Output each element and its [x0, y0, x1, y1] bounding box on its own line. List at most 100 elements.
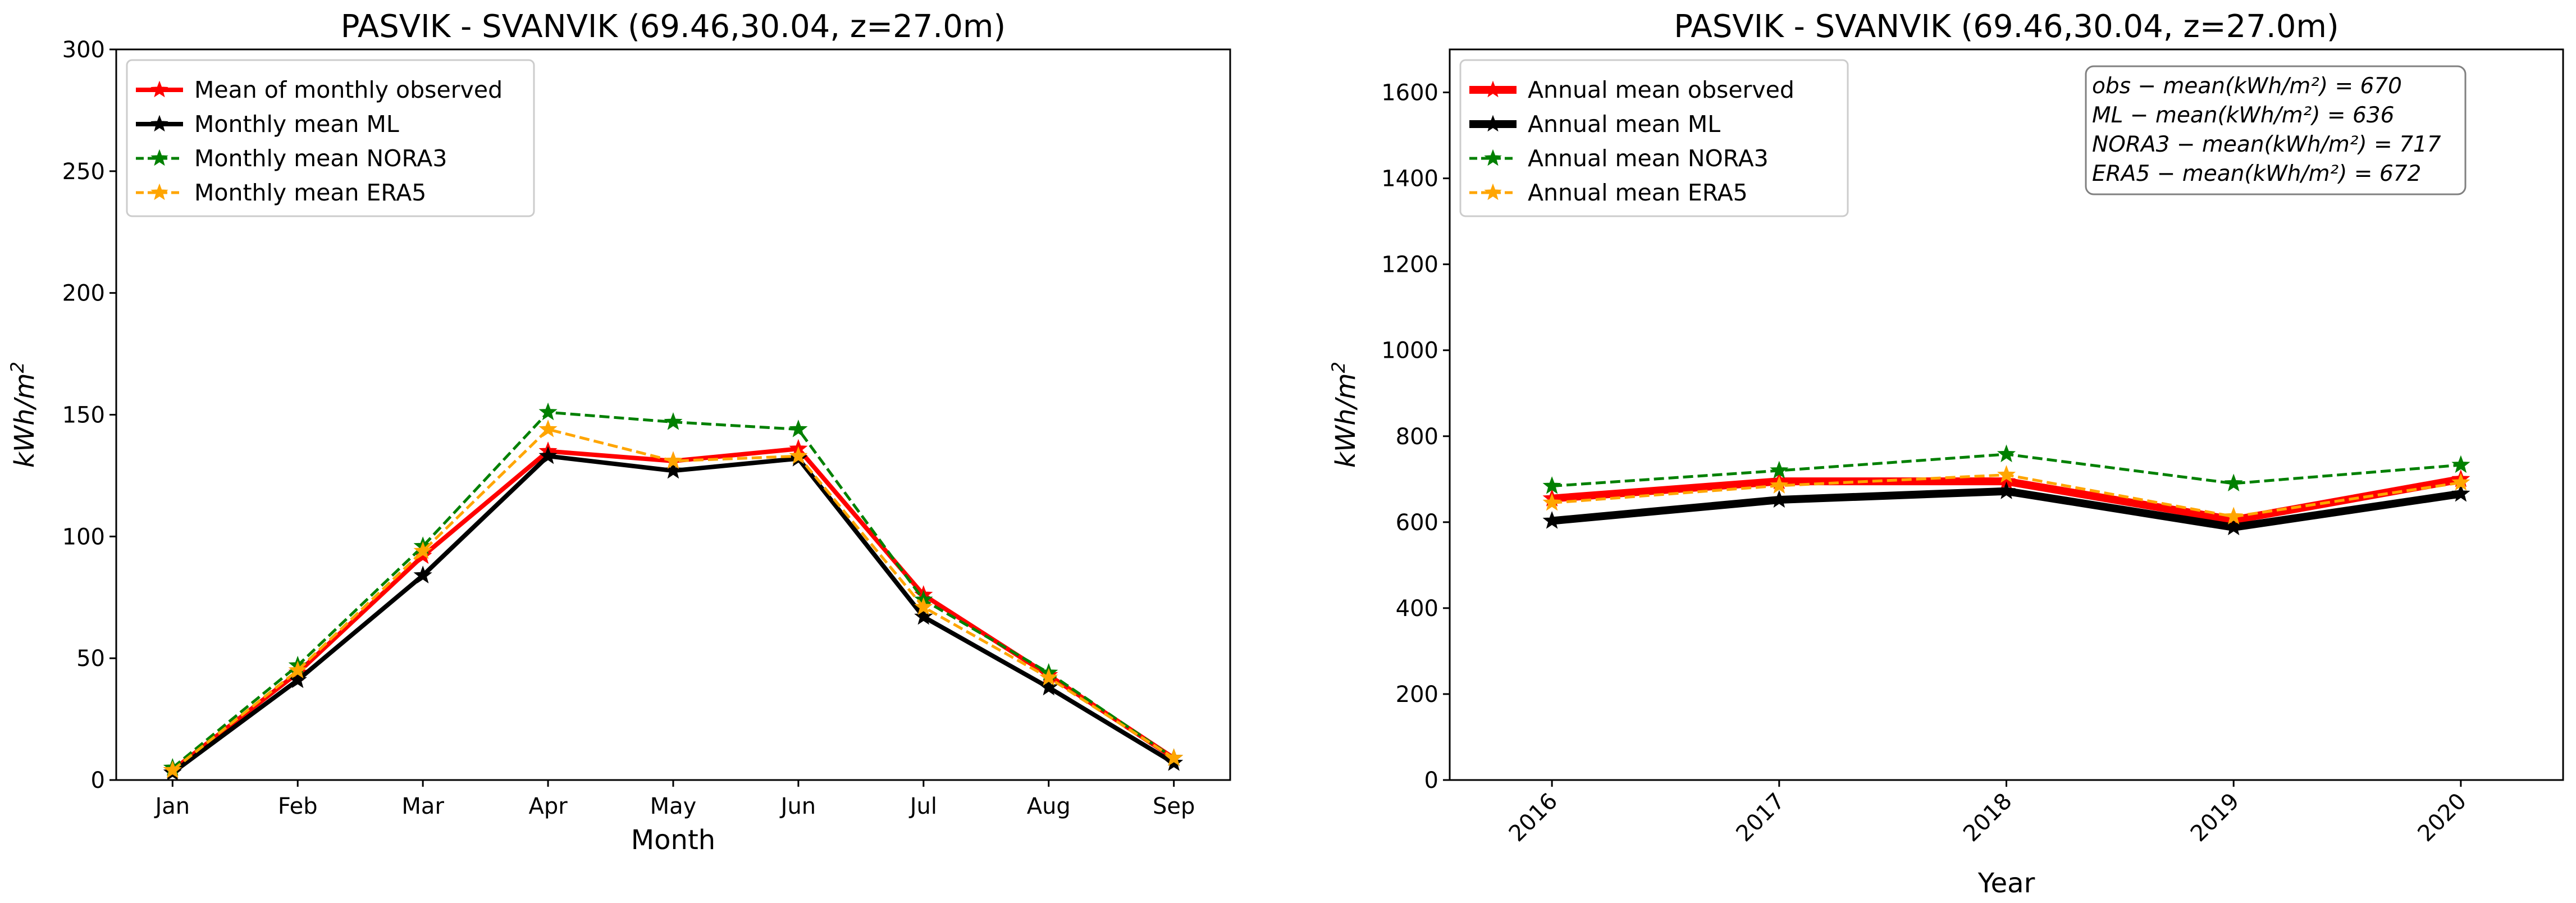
monthly-data-point	[664, 451, 683, 469]
monthly-legend-marker	[150, 115, 168, 132]
monthly-xtick-label: Mar	[401, 793, 444, 819]
annual-data-point	[1770, 460, 1789, 479]
monthly-ytick-label: 300	[62, 37, 105, 63]
monthly-data-point	[789, 446, 808, 464]
monthly-xtick-label: Aug	[1027, 793, 1071, 819]
annual-legend-marker	[1484, 183, 1502, 200]
monthly-ytick-label: 100	[62, 524, 105, 550]
monthly-xtick-label: Sep	[1153, 793, 1195, 819]
annual-info-line: ML − mean(kWh/m²) = 636	[2092, 103, 2394, 128]
monthly-legend-marker	[150, 183, 168, 200]
monthly-legend-label: Monthly mean ML	[194, 111, 399, 138]
annual-legend-marker	[1484, 115, 1502, 132]
monthly-ylabel: kWh/m2	[7, 362, 40, 468]
annual-ytick-label: 800	[1396, 424, 1438, 450]
annual-data-point	[1997, 465, 2016, 483]
monthly-chart: PASVIK - SVANVIK (69.46,30.04, z=27.0m) 0…	[7, 8, 1231, 856]
monthly-xtick-label: Jan	[153, 793, 190, 819]
monthly-legend-marker	[150, 149, 168, 166]
monthly-data-point	[413, 541, 432, 559]
annual-chart-title: PASVIK - SVANVIK (69.46,30.04, z=27.0m)	[1674, 8, 2339, 45]
annual-data-point	[2224, 507, 2243, 525]
monthly-data-point	[288, 660, 307, 678]
monthly-xtick-label: Jun	[779, 793, 816, 819]
monthly-axes-frame	[115, 48, 1231, 781]
annual-ytick-label: 1600	[1381, 80, 1438, 106]
annual-data-point	[2451, 472, 2470, 491]
annual-xlabel: Year	[1977, 868, 2035, 899]
annual-data-point	[1542, 511, 1561, 529]
annual-xtick-label: 2016	[1504, 788, 1563, 847]
annual-ytick-label: 1000	[1381, 338, 1438, 364]
monthly-legend-marker	[150, 80, 168, 98]
monthly-ytick-label: 250	[62, 159, 105, 185]
annual-legend	[1459, 59, 1849, 217]
monthly-data-point	[914, 606, 933, 625]
monthly-data-point	[538, 402, 558, 421]
annual-xtick-label: 2017	[1731, 788, 1790, 847]
monthly-data-point	[538, 446, 558, 464]
monthly-ytick-label: 200	[62, 281, 105, 307]
annual-axes-frame	[1449, 48, 2564, 781]
monthly-data-point	[163, 760, 182, 778]
annual-ytick-label: 0	[1424, 768, 1438, 793]
monthly-data-point	[538, 419, 558, 437]
monthly-legend-label: Monthly mean ERA5	[194, 179, 426, 206]
monthly-series-line	[171, 454, 1175, 775]
annual-legend-label: Annual mean ERA5	[1528, 179, 1748, 206]
monthly-xtick-label: Jul	[908, 793, 937, 819]
annual-info-line: NORA3 − mean(kWh/m²) = 717	[2092, 132, 2441, 157]
annual-legend-label: Annual mean ML	[1528, 111, 1720, 138]
monthly-data-point	[664, 412, 683, 430]
annual-data-point	[1770, 476, 1789, 494]
monthly-data-point	[789, 419, 808, 437]
annual-ytick-label: 400	[1396, 596, 1438, 622]
annual-data-point	[1997, 481, 2016, 499]
annual-data-point	[2224, 517, 2243, 536]
monthly-data-point	[1039, 668, 1058, 686]
annual-ytick-label: 600	[1396, 510, 1438, 536]
annual-ytick-label: 1200	[1381, 252, 1438, 278]
monthly-data-point	[1039, 677, 1058, 696]
monthly-ytick-label: 0	[91, 768, 105, 793]
monthly-xtick-label: Feb	[278, 793, 318, 819]
monthly-legend-label: Monthly mean NORA3	[194, 145, 447, 172]
annual-data-point	[2451, 484, 2470, 502]
annual-xtick-label: 2020	[2413, 788, 2472, 847]
annual-ytick-label: 200	[1396, 682, 1438, 708]
monthly-xtick-label: Apr	[528, 793, 568, 819]
monthly-data-point	[1164, 748, 1184, 767]
monthly-ytick-label: 150	[62, 403, 105, 428]
monthly-ytick-label: 50	[76, 646, 105, 672]
annual-data-point	[2224, 473, 2243, 492]
annual-info-line: obs − mean(kWh/m²) = 670	[2092, 74, 2402, 99]
annual-legend-marker	[1484, 149, 1502, 166]
annual-legend-marker	[1484, 80, 1502, 98]
monthly-series-line	[171, 428, 1175, 772]
annual-chart: PASVIK - SVANVIK (69.46,30.04, z=27.0m) 0…	[1328, 8, 2564, 899]
annual-ytick-label: 1400	[1381, 166, 1438, 192]
monthly-series-line	[171, 446, 1175, 772]
monthly-legend	[126, 59, 535, 217]
annual-series-line	[1551, 487, 2461, 531]
annual-xtick-label: 2019	[2186, 788, 2245, 847]
annual-data-point	[1542, 492, 1561, 511]
annual-info-box	[2085, 65, 2467, 195]
annual-info-line: ERA5 − mean(kWh/m²) = 672	[2092, 161, 2421, 186]
monthly-legend-label: Mean of monthly observed	[194, 76, 503, 103]
annual-data-point	[1542, 476, 1561, 494]
annual-data-point	[1997, 444, 2016, 463]
annual-data-point	[1770, 490, 1789, 508]
monthly-xtick-label: May	[650, 793, 697, 819]
monthly-xlabel: Month	[631, 824, 715, 856]
annual-legend-label: Annual mean NORA3	[1528, 145, 1769, 172]
annual-ylabel: kWh/m2	[1328, 362, 1362, 468]
annual-legend-label: Annual mean observed	[1528, 76, 1794, 103]
annual-data-point	[2451, 455, 2470, 473]
annual-xtick-label: 2018	[1958, 788, 2017, 847]
monthly-data-point	[914, 597, 933, 615]
monthly-chart-title: PASVIK - SVANVIK (69.46,30.04, z=27.0m)	[341, 8, 1006, 45]
monthly-data-point	[288, 670, 307, 688]
monthly-data-point	[664, 460, 683, 479]
